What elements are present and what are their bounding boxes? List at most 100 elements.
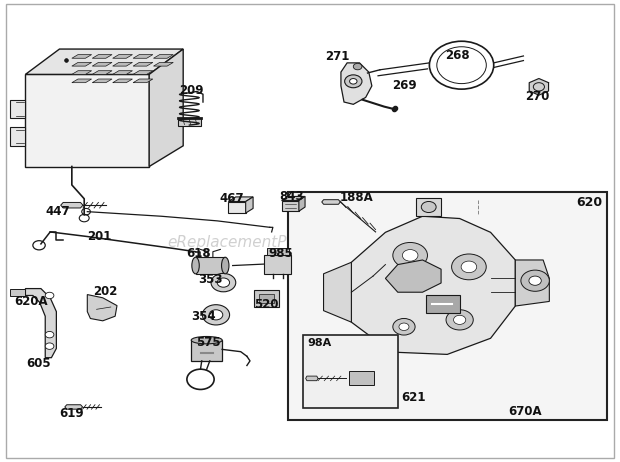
Polygon shape [133, 79, 153, 83]
Polygon shape [72, 55, 92, 58]
Polygon shape [352, 216, 515, 354]
Polygon shape [25, 49, 183, 74]
Text: 354: 354 [191, 310, 216, 323]
Polygon shape [92, 79, 112, 83]
Ellipse shape [221, 257, 229, 274]
Bar [288, 192, 607, 420]
Circle shape [529, 276, 541, 286]
Polygon shape [417, 198, 441, 216]
Polygon shape [324, 262, 352, 322]
Circle shape [421, 201, 436, 213]
Polygon shape [113, 55, 133, 58]
Polygon shape [133, 71, 153, 74]
Text: 188A: 188A [340, 191, 373, 204]
Text: 670A: 670A [508, 405, 542, 418]
Text: 353: 353 [198, 273, 223, 286]
Circle shape [399, 323, 409, 330]
Text: 447: 447 [45, 205, 70, 218]
Circle shape [217, 278, 229, 287]
Circle shape [446, 310, 473, 330]
Polygon shape [113, 62, 133, 66]
Polygon shape [529, 79, 549, 95]
Polygon shape [92, 55, 112, 58]
Text: 520: 520 [254, 298, 279, 311]
Polygon shape [246, 197, 253, 213]
Bar [349, 371, 374, 385]
Text: 618: 618 [186, 247, 211, 260]
Text: 575: 575 [196, 336, 221, 349]
Polygon shape [72, 71, 92, 74]
Polygon shape [154, 62, 173, 66]
Polygon shape [149, 49, 183, 166]
Bar [254, 291, 279, 307]
Text: 268: 268 [445, 49, 469, 62]
Text: 985: 985 [268, 247, 293, 260]
Polygon shape [25, 74, 149, 166]
Bar [264, 255, 291, 274]
Text: 620A: 620A [14, 295, 48, 308]
Circle shape [45, 292, 54, 299]
Circle shape [521, 270, 549, 292]
Circle shape [345, 75, 362, 88]
Text: 843: 843 [279, 190, 304, 203]
Text: 201: 201 [87, 230, 112, 243]
Circle shape [461, 261, 477, 273]
Circle shape [393, 243, 427, 268]
Text: 619: 619 [60, 407, 84, 420]
Circle shape [202, 305, 229, 325]
Polygon shape [133, 62, 153, 66]
Bar [303, 334, 399, 408]
Polygon shape [154, 55, 173, 58]
Circle shape [453, 315, 466, 324]
Bar [195, 257, 225, 274]
Bar [191, 340, 222, 361]
Text: 202: 202 [93, 286, 117, 298]
Circle shape [45, 343, 54, 349]
Circle shape [353, 63, 362, 70]
Polygon shape [113, 71, 133, 74]
Polygon shape [87, 295, 117, 321]
Polygon shape [10, 128, 25, 146]
Circle shape [350, 79, 357, 84]
Polygon shape [92, 71, 112, 74]
Circle shape [211, 274, 236, 292]
Circle shape [209, 310, 223, 320]
Text: 621: 621 [402, 391, 426, 404]
Polygon shape [515, 260, 549, 306]
Polygon shape [64, 405, 82, 409]
Text: 209: 209 [179, 85, 203, 97]
Polygon shape [306, 376, 318, 381]
Text: 270: 270 [525, 90, 550, 103]
Bar [259, 294, 274, 304]
Polygon shape [113, 79, 133, 83]
Polygon shape [299, 196, 305, 211]
Polygon shape [72, 62, 92, 66]
Text: 605: 605 [27, 357, 51, 370]
Circle shape [402, 249, 418, 261]
Bar [267, 248, 289, 255]
Polygon shape [72, 79, 92, 83]
Circle shape [451, 254, 486, 280]
Text: 269: 269 [392, 79, 417, 92]
Text: 620: 620 [576, 195, 602, 208]
Polygon shape [341, 63, 372, 104]
Ellipse shape [191, 336, 222, 344]
Polygon shape [281, 196, 305, 201]
Polygon shape [133, 55, 153, 58]
Polygon shape [10, 290, 25, 297]
Text: 98A: 98A [308, 338, 332, 348]
Polygon shape [386, 260, 441, 292]
Polygon shape [61, 202, 83, 208]
Polygon shape [178, 118, 200, 126]
Text: 467: 467 [219, 192, 244, 205]
Polygon shape [10, 100, 25, 118]
Bar [425, 295, 459, 313]
Ellipse shape [192, 257, 199, 274]
Circle shape [393, 318, 415, 335]
Polygon shape [228, 201, 246, 213]
Polygon shape [92, 62, 112, 66]
Text: 271: 271 [325, 50, 349, 63]
Polygon shape [322, 200, 340, 204]
Polygon shape [228, 197, 253, 201]
Text: eReplacementParts.com: eReplacementParts.com [167, 235, 354, 250]
